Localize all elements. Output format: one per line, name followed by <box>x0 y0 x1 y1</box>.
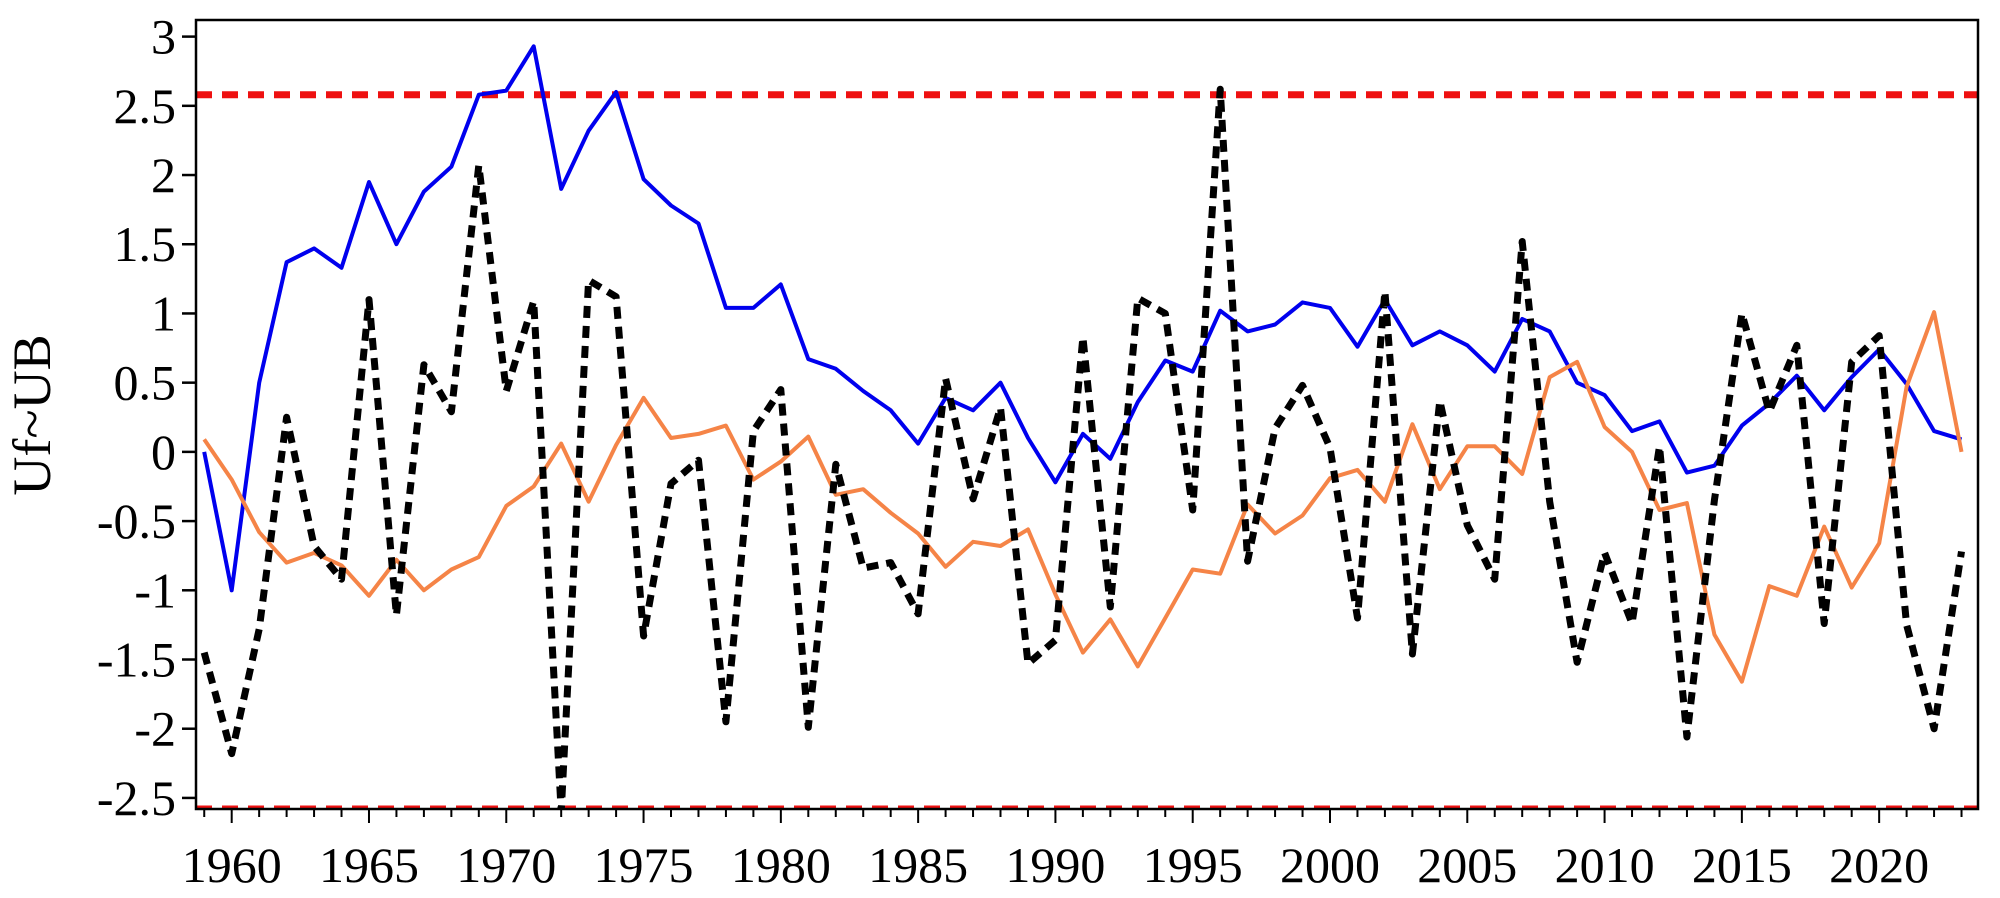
x-tick-label: 1965 <box>319 837 419 893</box>
y-tick-label: -2.5 <box>97 770 176 826</box>
y-tick-label: -1.5 <box>97 632 176 688</box>
y-tick-label: 1 <box>151 285 176 341</box>
y-tick-label: 0.5 <box>114 355 177 411</box>
series-line-0 <box>202 44 1963 593</box>
x-tick-label: 1970 <box>456 837 556 893</box>
y-tick-label: 3 <box>151 9 176 65</box>
x-tick-label: 1985 <box>868 837 968 893</box>
y-tick-label: -1 <box>134 562 176 618</box>
x-tick-label: 2010 <box>1555 837 1655 893</box>
y-tick-label: 0 <box>151 424 176 480</box>
x-tick-label: 1990 <box>1005 837 1105 893</box>
y-tick-label: 1.5 <box>114 216 177 272</box>
y-tick-label: 2 <box>151 147 176 203</box>
x-tick-label: 1980 <box>731 837 831 893</box>
x-tick-label: 2005 <box>1417 837 1517 893</box>
plot-frame <box>194 18 1980 811</box>
x-tick-label: 2000 <box>1280 837 1380 893</box>
series-line-2 <box>200 85 1965 809</box>
x-tick-label: 2020 <box>1829 837 1929 893</box>
series-line-1 <box>202 310 1964 684</box>
x-tick-label: 2015 <box>1692 837 1792 893</box>
reference-lines <box>196 91 1978 809</box>
x-axis: 1960 1965 1970 1975 1980 1985 1990 1995 2000 2005… <box>182 809 1963 893</box>
y-axis: 3 2.5 2 1.5 1 0.5 0 -0.5 -1 -1.5 -2 -2.5 <box>97 9 196 826</box>
x-tick-label: 1975 <box>594 837 694 893</box>
x-tick-label: 1995 <box>1143 837 1243 893</box>
y-axis-title: Uf~UB <box>2 334 62 495</box>
y-tick-label: -0.5 <box>97 493 176 549</box>
series-lines <box>200 44 1965 809</box>
y-tick-label: 2.5 <box>114 78 177 134</box>
y-tick-label: -2 <box>134 701 176 757</box>
x-tick-label: 1960 <box>182 837 282 893</box>
